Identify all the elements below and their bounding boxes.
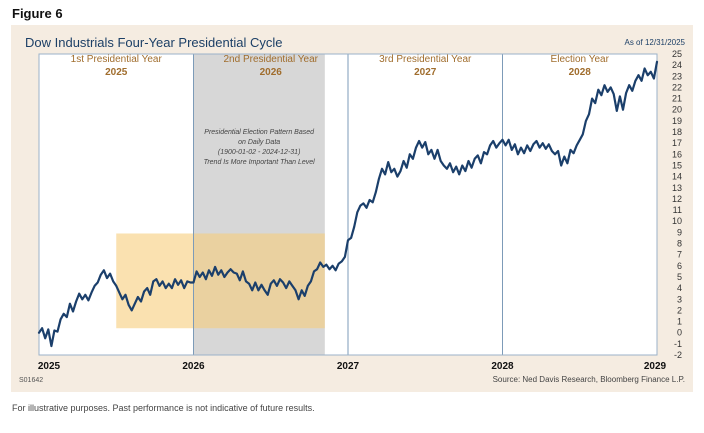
y-tick-label: 14 (672, 172, 682, 182)
footnote: For illustrative purposes. Past performa… (12, 403, 315, 413)
y-tick-label: 24 (672, 60, 682, 70)
y-tick-label: -1 (674, 339, 682, 349)
y-tick-label: 10 (672, 216, 682, 226)
chart-panel: Dow Industrials Four-Year Presidential C… (11, 25, 693, 392)
x-tick-label: 2027 (337, 361, 360, 372)
chart-title: Dow Industrials Four-Year Presidential C… (25, 35, 283, 50)
phase-label: 3rd Presidential Year (379, 54, 472, 65)
y-tick-label: 25 (672, 49, 682, 59)
y-tick-label: 6 (677, 261, 682, 271)
x-tick-label: 2028 (491, 361, 514, 372)
x-tick-label: 2026 (182, 361, 205, 372)
annotation-line: (1900-01-02 - 2024-12-31) (218, 149, 301, 156)
annotation-line: Presidential Election Pattern Based (204, 129, 315, 136)
y-tick-label: 3 (677, 294, 682, 304)
phase-label: 2nd Presidential Year (223, 54, 318, 65)
y-tick-label: 18 (672, 127, 682, 137)
y-tick-label: 0 (677, 328, 682, 338)
phase-year: 2025 (105, 67, 128, 78)
plot-frame (38, 53, 658, 356)
phase-year: 2027 (414, 67, 437, 78)
y-tick-label: 13 (672, 183, 682, 193)
y-tick-label: 8 (677, 239, 682, 249)
phase-year: 2026 (260, 67, 283, 78)
annotation-line: Trend Is More Important Than Level (204, 159, 316, 166)
x-tick-label: 2025 (38, 361, 61, 372)
y-tick-label: 22 (672, 82, 682, 92)
y-tick-label: 11 (673, 205, 682, 215)
chart-code: S01642 (19, 377, 44, 384)
y-tick-label: 5 (677, 272, 682, 282)
y-tick-label: 1 (677, 317, 682, 327)
y-tick-label: 21 (672, 94, 682, 104)
y-tick-label: 19 (672, 116, 682, 126)
y-tick-label: 7 (677, 250, 682, 260)
y-tick-label: 23 (672, 71, 682, 81)
series-line (37, 60, 659, 348)
annotation-line: on Daily Data (238, 139, 280, 146)
y-tick-label: 15 (672, 160, 682, 170)
y-tick-label: 2 (677, 305, 682, 315)
y-tick-label: 17 (672, 138, 682, 148)
highlight-box (116, 233, 325, 329)
figure-label: Figure 6 (12, 6, 63, 21)
y-tick-label: 12 (672, 194, 682, 204)
y-tick-label: 4 (677, 283, 682, 293)
phase-year: 2028 (569, 67, 592, 78)
x-tick-label: 2029 (644, 361, 667, 372)
y-tick-label: 16 (672, 149, 682, 159)
chart-source: Source: Ned Davis Research, Bloomberg Fi… (492, 375, 685, 384)
y-tick-label: 9 (677, 227, 682, 237)
phase-label: 1st Presidential Year (71, 54, 163, 65)
y-tick-label: 20 (672, 105, 682, 115)
phase-label: Election Year (551, 54, 610, 65)
y-tick-label: -2 (674, 350, 682, 360)
as-of-date: As of 12/31/2025 (624, 38, 686, 47)
